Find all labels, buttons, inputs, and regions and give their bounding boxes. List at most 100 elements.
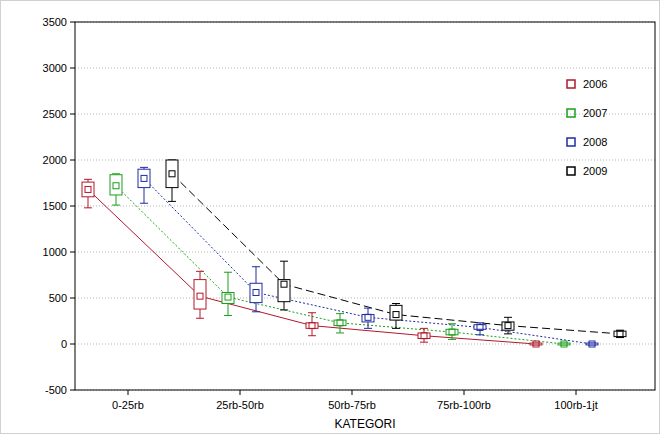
- whisker-cap: [448, 323, 456, 324]
- tick: [464, 390, 465, 395]
- center-marker: [141, 175, 147, 181]
- tick: [70, 390, 75, 391]
- box: [82, 182, 94, 197]
- whisker-cap: [84, 179, 92, 180]
- whisker: [368, 308, 369, 314]
- center-marker: [85, 186, 91, 192]
- whisker-cap: [196, 318, 204, 319]
- grid-line: [75, 114, 655, 115]
- box: [222, 292, 234, 303]
- legend-marker: [567, 167, 575, 175]
- box: [306, 323, 318, 329]
- whisker: [228, 304, 229, 316]
- tick: [70, 298, 75, 299]
- center-marker: [505, 323, 511, 329]
- center-marker: [393, 312, 399, 318]
- tick: [352, 390, 353, 395]
- box: [334, 320, 346, 326]
- whisker-cap: [252, 266, 260, 267]
- chart: -50005001000150020002500300035000-25rb25…: [0, 0, 660, 434]
- tick-label: 500: [49, 292, 67, 304]
- whisker: [508, 317, 509, 322]
- tick-label: 25rb-50rb: [216, 399, 264, 411]
- box: [138, 169, 150, 187]
- series-line: [144, 178, 592, 344]
- tick: [70, 252, 75, 253]
- center-marker: [337, 320, 343, 326]
- tick: [70, 344, 75, 345]
- whisker-cap: [420, 328, 428, 329]
- whisker-cap: [504, 317, 512, 318]
- whisker-cap: [280, 309, 288, 310]
- whisker: [312, 313, 313, 323]
- whisker-cap: [252, 311, 260, 312]
- center-marker: [197, 293, 203, 299]
- box: [530, 343, 542, 345]
- whisker: [256, 303, 257, 312]
- legend-marker: [567, 138, 575, 146]
- tick-label: 1500: [43, 200, 67, 212]
- whisker-cap: [112, 205, 120, 206]
- grid-line: [75, 160, 655, 161]
- plot-frame: [75, 22, 655, 390]
- tick-label: 1000: [43, 246, 67, 258]
- tick-label: 50rb-75rb: [328, 399, 376, 411]
- whisker-cap: [476, 334, 484, 335]
- whisker-cap: [224, 272, 232, 273]
- whisker-cap: [364, 308, 372, 309]
- whisker-cap: [504, 333, 512, 334]
- whisker-cap: [336, 332, 344, 333]
- tick-label: 0-25rb: [112, 399, 144, 411]
- series-line: [172, 174, 620, 334]
- tick-label: -500: [45, 384, 67, 396]
- tick-label: 3000: [43, 62, 67, 74]
- box: [474, 325, 486, 330]
- legend-label: 2008: [583, 136, 607, 148]
- tick: [70, 22, 75, 23]
- box: [558, 343, 570, 345]
- whisker-cap: [392, 328, 400, 329]
- whisker-cap: [448, 339, 456, 340]
- whisker: [312, 328, 313, 335]
- axis-label: KATEGORI: [334, 417, 395, 431]
- whisker: [340, 326, 341, 333]
- whisker-cap: [420, 342, 428, 343]
- tick: [70, 160, 75, 161]
- tick-label: 3500: [43, 16, 67, 28]
- whisker-cap: [168, 201, 176, 202]
- whisker-cap: [280, 261, 288, 262]
- whisker-cap: [224, 315, 232, 316]
- center-marker: [253, 289, 259, 295]
- whisker-cap: [308, 335, 316, 336]
- center-marker: [169, 171, 175, 177]
- center-marker: [225, 294, 231, 300]
- box: [390, 305, 402, 320]
- whisker: [508, 330, 509, 334]
- box: [614, 331, 626, 337]
- whisker: [200, 309, 201, 318]
- legend-label: 2007: [583, 107, 607, 119]
- whisker-cap: [196, 271, 204, 272]
- tick: [576, 390, 577, 395]
- tick: [128, 390, 129, 395]
- tick-label: 2000: [43, 154, 67, 166]
- tick: [240, 390, 241, 395]
- legend-marker: [567, 109, 575, 117]
- tick: [70, 206, 75, 207]
- whisker: [368, 322, 369, 328]
- whisker: [396, 320, 397, 328]
- whisker-cap: [84, 207, 92, 208]
- tick-label: 2500: [43, 108, 67, 120]
- tick-label: 75rb-100rb: [437, 399, 491, 411]
- whisker: [200, 271, 201, 279]
- center-marker: [421, 333, 427, 339]
- whisker-cap: [364, 328, 372, 329]
- whisker: [340, 314, 341, 320]
- whisker: [284, 302, 285, 310]
- whisker-cap: [140, 167, 148, 168]
- whisker: [284, 261, 285, 279]
- whisker: [116, 195, 117, 205]
- whisker-cap: [336, 313, 344, 314]
- center-marker: [113, 183, 119, 189]
- box: [250, 283, 262, 302]
